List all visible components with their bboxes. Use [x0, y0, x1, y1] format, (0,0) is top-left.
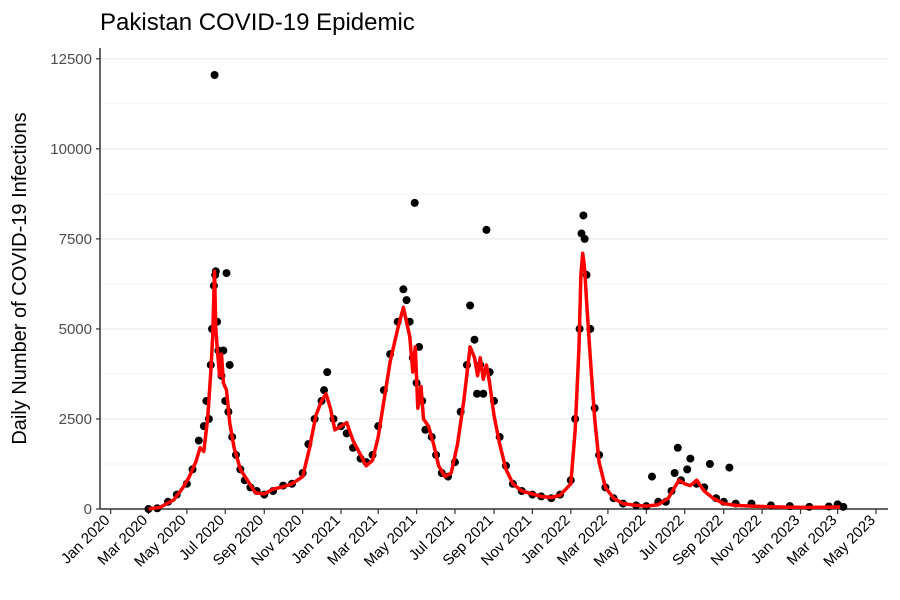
data-point	[323, 368, 332, 377]
y-tick-label: 2500	[59, 411, 92, 428]
y-tick-label: 12500	[50, 51, 92, 68]
data-point	[402, 296, 411, 305]
y-tick-label: 7500	[59, 231, 92, 248]
data-point	[473, 389, 482, 398]
y-axis-label: Daily Number of COVID-19 Infections	[9, 112, 31, 444]
gridlines	[100, 58, 888, 510]
data-point	[225, 360, 234, 369]
y-axis-ticks: 0 2500 5000 7500 10000 12500	[50, 51, 100, 518]
data-point	[670, 468, 679, 477]
data-point	[482, 225, 491, 234]
data-point	[580, 234, 589, 243]
data-point	[683, 465, 692, 474]
data-point	[705, 459, 714, 468]
data-point	[466, 301, 475, 310]
data-point	[470, 335, 479, 344]
data-point	[725, 463, 734, 472]
chart-title: Pakistan COVID-19 Epidemic	[100, 9, 415, 36]
smoothed-line	[148, 251, 841, 511]
y-tick-label: 0	[84, 501, 92, 518]
data-point	[839, 502, 848, 511]
data-point	[210, 71, 219, 80]
data-point	[410, 198, 419, 207]
y-tick-label: 10000	[50, 141, 92, 158]
data-point	[673, 443, 682, 452]
data-point	[399, 285, 408, 294]
data-point	[222, 269, 231, 278]
data-point	[194, 436, 203, 445]
data-point	[479, 389, 488, 398]
y-tick-label: 5000	[59, 321, 92, 338]
data-point	[647, 472, 656, 481]
data-point	[579, 211, 588, 220]
scatter-points	[144, 71, 848, 513]
data-point	[686, 454, 695, 463]
